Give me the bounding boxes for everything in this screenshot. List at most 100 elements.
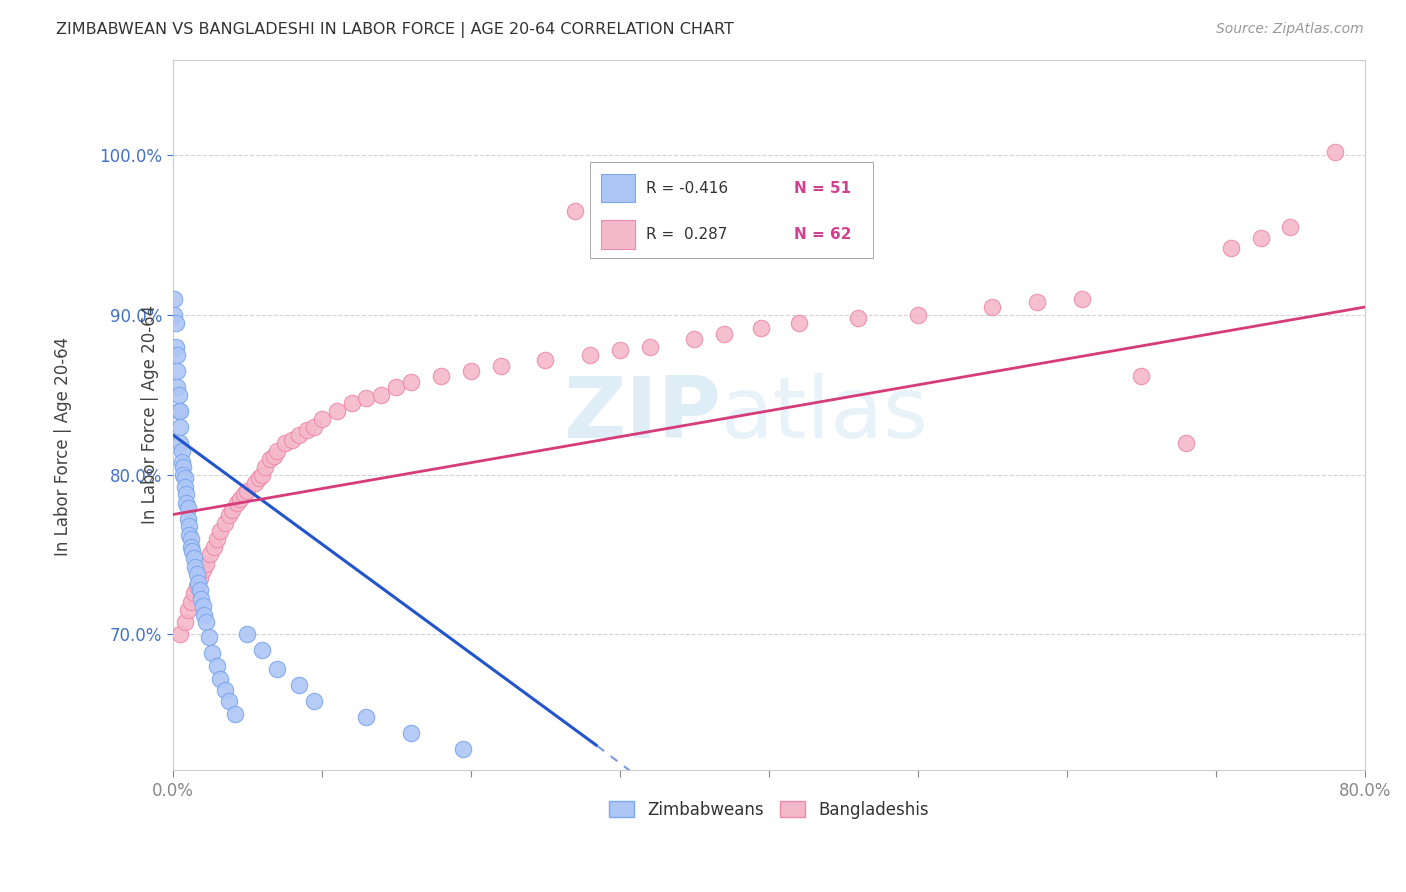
Point [250,467,273,482]
Point [295,423,318,437]
Point [170,455,193,469]
Point [1279,220,1302,235]
Point [165,316,187,330]
Point [266,443,288,458]
Point [907,308,929,322]
Point [311,411,333,425]
Text: N = 51: N = 51 [794,181,851,196]
Point [191,599,214,613]
Point [460,364,482,378]
Point [209,672,232,686]
Text: In Labor Force | Age 20-64: In Labor Force | Age 20-64 [55,336,72,556]
Point [176,603,198,617]
Point [1250,231,1272,245]
Point [229,491,252,506]
Bar [602,219,636,249]
Point [430,368,453,383]
Point [564,204,586,219]
Point [218,508,240,522]
Point [174,487,197,501]
Point [489,359,512,373]
Point [197,631,219,645]
Bar [602,174,636,202]
Point [166,380,188,394]
Point [288,427,311,442]
Point [453,742,475,756]
Legend: Zimbabweans, Bangladeshis: Zimbabweans, Bangladeshis [602,794,936,826]
Point [180,595,202,609]
Point [179,528,201,542]
Point [1324,145,1347,160]
Point [304,419,326,434]
Point [218,694,240,708]
Point [243,475,266,490]
Point [846,311,869,326]
Point [273,435,295,450]
Text: Source: ZipAtlas.com: Source: ZipAtlas.com [1216,22,1364,37]
Point [191,564,214,578]
Point [193,608,215,623]
Point [683,332,706,346]
Point [188,571,211,585]
Point [207,532,229,546]
Point [207,659,229,673]
Point [172,459,194,474]
Point [281,433,304,447]
Point [194,615,217,629]
Point [176,501,198,516]
Point [534,352,557,367]
Point [370,388,392,402]
Text: R =  0.287: R = 0.287 [647,227,728,242]
Point [174,496,197,510]
Point [173,615,195,629]
Point [233,487,256,501]
Point [1175,435,1198,450]
Point [981,300,1004,314]
Point [198,548,221,562]
Point [170,443,193,458]
Point [259,451,281,466]
Point [190,592,212,607]
Point [340,396,363,410]
Text: atlas: atlas [721,373,929,457]
Point [236,627,259,641]
Point [1130,368,1153,383]
Point [288,678,311,692]
Point [180,540,202,554]
Point [169,435,191,450]
Point [180,532,202,546]
Point [172,467,194,482]
Point [254,459,277,474]
Point [166,348,188,362]
Point [166,364,188,378]
Point [325,404,347,418]
Point [163,292,186,306]
Text: ZIMBABWEAN VS BANGLADESHI IN LABOR FORCE | AGE 20-64 CORRELATION CHART: ZIMBABWEAN VS BANGLADESHI IN LABOR FORCE… [56,22,734,38]
Point [224,707,246,722]
Point [713,327,735,342]
Point [579,348,602,362]
Point [183,550,205,565]
Text: N = 62: N = 62 [794,227,851,242]
Point [188,582,211,597]
Point [173,471,195,485]
Point [165,340,187,354]
Point [787,316,810,330]
Point [167,404,190,418]
Point [200,647,222,661]
Point [186,579,208,593]
Point [176,512,198,526]
Point [638,340,661,354]
Point [163,308,186,322]
Point [179,518,201,533]
Text: ZIP: ZIP [564,373,721,457]
Point [184,560,207,574]
Point [247,471,270,485]
Point [399,726,422,740]
Point [1219,241,1241,255]
Y-axis label: In Labor Force | Age 20-64: In Labor Force | Age 20-64 [141,305,159,524]
Point [169,627,191,641]
Point [173,480,195,494]
Point [304,694,326,708]
Point [169,419,191,434]
